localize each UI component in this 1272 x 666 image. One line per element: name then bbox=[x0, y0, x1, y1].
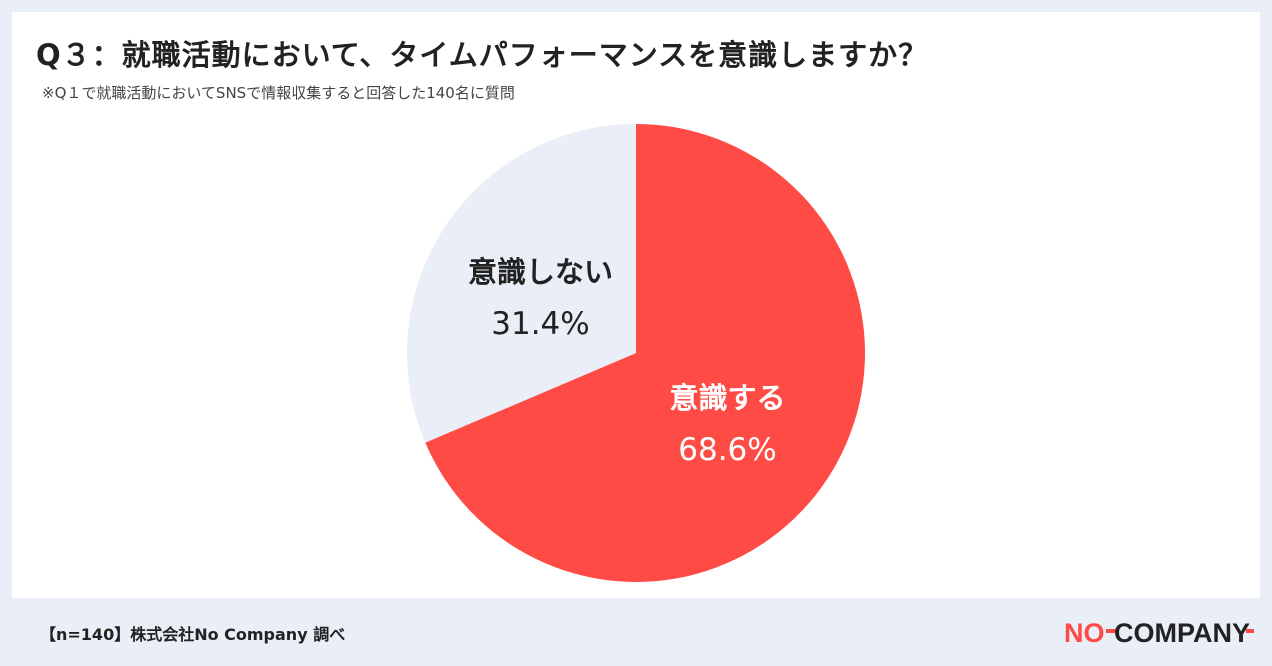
pie-chart: 意識する 68.6% 意識しない 31.4% bbox=[407, 124, 865, 582]
chart-title: Q３：就職活動において、タイムパフォーマンスを意識しますか？ bbox=[36, 38, 929, 72]
chart-card: Q３：就職活動において、タイムパフォーマンスを意識しますか？ ※Q１で就職活動に… bbox=[12, 12, 1260, 598]
pie-slice-2 bbox=[407, 124, 636, 443]
chart-subtitle: ※Q１で就職活動においてSNSで情報収集すると回答した140名に質問 bbox=[42, 84, 515, 102]
slice-value-2: 31.4% bbox=[491, 306, 589, 342]
pie-slice-1 bbox=[425, 124, 865, 582]
source-note: 【n=140】株式会社No Company 調べ bbox=[40, 625, 346, 644]
slice-value-1: 68.6% bbox=[678, 432, 776, 468]
svg-text:COMPANY: COMPANY bbox=[1114, 618, 1250, 648]
slice-label-1: 意識する bbox=[669, 381, 785, 415]
slice-label-2: 意識しない bbox=[468, 255, 613, 289]
no-company-logo: NO COMPANY bbox=[1064, 618, 1254, 648]
svg-text:NO: NO bbox=[1064, 618, 1105, 648]
